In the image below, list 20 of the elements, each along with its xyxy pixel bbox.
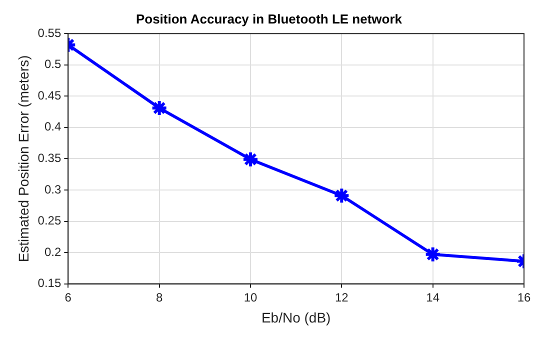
x-tick-label: 16 <box>517 290 531 304</box>
y-tick-label: 0.4 <box>44 120 62 134</box>
y-tick-label: 0.5 <box>44 57 62 72</box>
y-tick-label: 0.15 <box>38 276 62 290</box>
x-tick-label: 8 <box>156 290 163 304</box>
y-tick-label: 0.2 <box>44 244 62 259</box>
point <box>333 187 350 204</box>
point <box>242 150 259 168</box>
x-tick-label: 14 <box>426 290 440 304</box>
y-axis-title: Estimated Position Error (meters) <box>15 55 32 262</box>
x-tick-label: 12 <box>334 290 349 304</box>
x-tick-label: 6 <box>64 290 72 304</box>
y-tick-label: 0.45 <box>38 88 62 102</box>
x-tick-label: 10 <box>244 290 258 304</box>
chart-title: Position Accuracy in Bluetooth LE network <box>136 11 403 26</box>
y-tick-label: 0.55 <box>38 26 62 40</box>
y-tick-label: 0.35 <box>38 151 62 166</box>
y-tick-label: 0.3 <box>44 182 62 196</box>
x-axis-title: Eb/No (dB) <box>261 309 331 326</box>
y-tick-label: 0.25 <box>38 214 62 228</box>
